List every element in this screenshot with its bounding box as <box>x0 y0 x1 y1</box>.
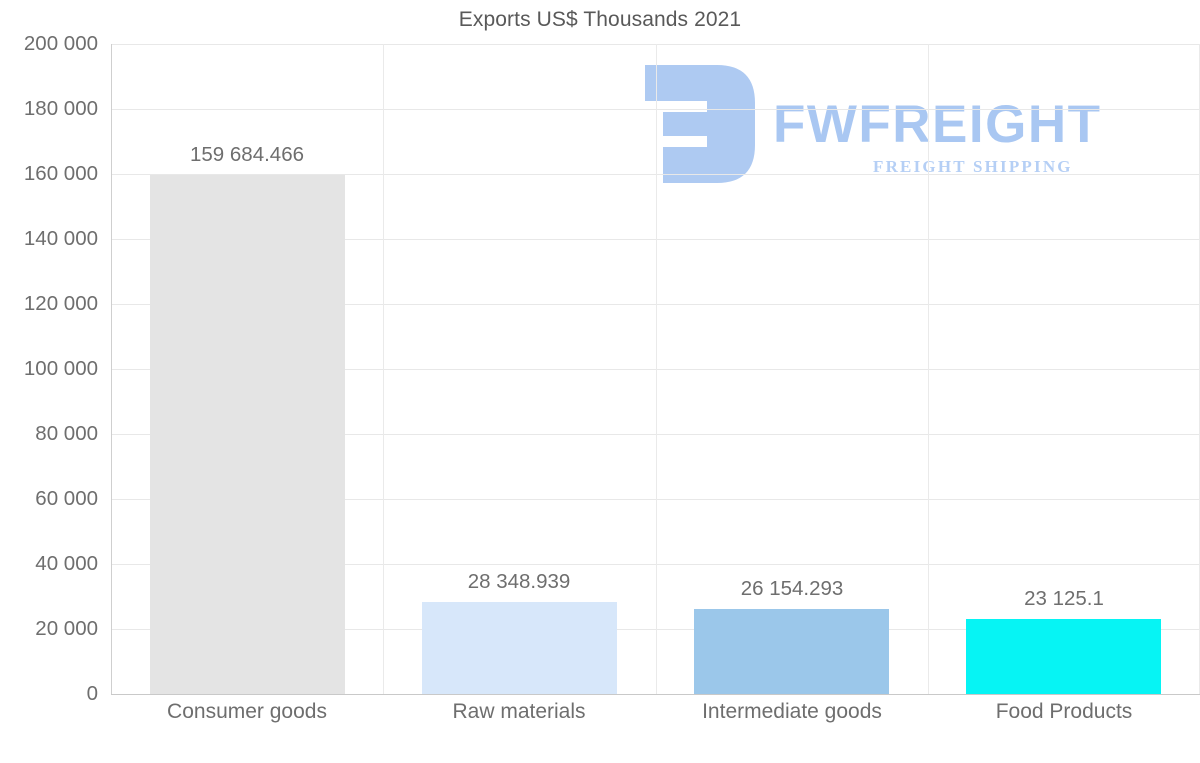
bar[interactable] <box>422 602 617 694</box>
gridline-vertical <box>656 44 657 694</box>
gridline-horizontal <box>111 499 1200 500</box>
y-axis-tick-label: 0 <box>86 682 98 705</box>
gridline-horizontal <box>111 629 1200 630</box>
y-axis-tick-label: 60 000 <box>35 487 98 510</box>
gridline-horizontal <box>111 109 1200 110</box>
gridline-horizontal <box>111 44 1200 45</box>
y-axis-tick-label: 160 000 <box>23 162 98 185</box>
y-axis-tick-label: 20 000 <box>35 617 98 640</box>
x-axis-tick-label: Consumer goods <box>167 700 327 723</box>
bar-value-label: 28 348.939 <box>467 570 571 593</box>
axis-baseline <box>111 694 1200 695</box>
gridline-horizontal <box>111 564 1200 565</box>
gridline-vertical <box>383 44 384 694</box>
gridline-horizontal <box>111 239 1200 240</box>
y-axis-tick-label: 120 000 <box>23 292 98 315</box>
bar[interactable] <box>966 619 1161 694</box>
chart-title: Exports US$ Thousands 2021 <box>458 8 742 31</box>
y-axis-tick-label: 100 000 <box>23 357 98 380</box>
gridline-vertical <box>928 44 929 694</box>
y-axis-tick-label: 140 000 <box>23 227 98 250</box>
x-axis: Consumer goods Raw materials Intermediate … <box>0 700 1200 745</box>
y-axis: 200 000 180 000 160 000 140 000 120 000 100 0… <box>24 32 1200 705</box>
bar[interactable] <box>150 175 345 694</box>
y-axis-line <box>111 44 112 694</box>
bar-value-label: 26 154.293 <box>740 577 844 600</box>
bar-value-label: 159 684.466 <box>189 143 305 166</box>
gridline-horizontal <box>111 434 1200 435</box>
x-axis-tick-label: Raw materials <box>452 700 586 723</box>
y-axis-tick-label: 200 000 <box>23 32 98 55</box>
gridline-horizontal <box>111 174 1200 175</box>
gridline-horizontal <box>111 369 1200 370</box>
y-axis-tick-label: 40 000 <box>35 552 98 575</box>
x-axis-tick-label: Intermediate goods <box>702 700 882 723</box>
bar-value-label: 23 125.1 <box>1024 587 1104 610</box>
plot-area: 159 684.466 28 348.939 26 154.293 23 125.1 <box>111 44 1200 695</box>
bar[interactable] <box>694 609 889 694</box>
y-axis-tick-label: 80 000 <box>35 422 98 445</box>
gridline-horizontal <box>111 304 1200 305</box>
y-axis-tick-label: 180 000 <box>23 97 98 120</box>
x-axis-tick-label: Food Products <box>995 700 1133 723</box>
